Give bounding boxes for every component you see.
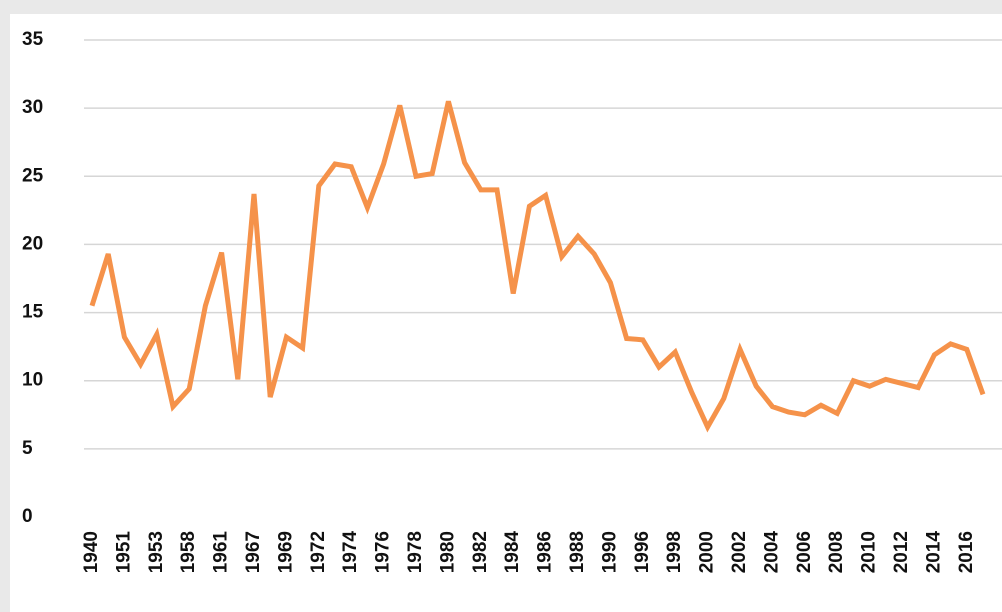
x-tick-label: 1980 [437, 531, 458, 573]
x-tick-label: 2006 [794, 531, 815, 573]
x-tick-label: 1958 [178, 531, 199, 573]
x-tick-label: 1998 [664, 531, 685, 573]
x-tick-label: 2012 [891, 531, 912, 573]
x-tick-label: 1982 [470, 531, 491, 573]
x-tick-label: 2004 [761, 531, 782, 574]
x-tick-label: 2002 [729, 531, 750, 573]
x-tick-label: 1976 [373, 531, 394, 573]
x-tick-label: 1990 [599, 531, 620, 573]
x-tick-label: 1969 [275, 531, 296, 573]
x-tick-label: 1974 [340, 531, 361, 574]
x-tick-label: 2008 [826, 531, 847, 573]
x-tick-label: 1951 [113, 531, 134, 574]
x-tick-label: 1978 [405, 531, 426, 573]
x-tick-label: 1996 [632, 531, 653, 573]
x-tick-label: 2000 [697, 531, 718, 573]
x-tick-label: 2014 [923, 531, 944, 574]
y-tick-label: 15 [22, 302, 44, 323]
y-tick-label: 5 [22, 438, 33, 459]
y-tick-label: 0 [22, 506, 33, 527]
x-tick-label: 1961 [211, 531, 232, 574]
data-line [89, 100, 986, 433]
x-tick-label: 1986 [535, 531, 556, 573]
x-tick-label: 1967 [243, 531, 264, 573]
y-tick-label: 20 [22, 233, 43, 254]
y-tick-label: 35 [22, 29, 44, 50]
x-tick-label: 2010 [859, 531, 880, 573]
x-tick-label: 2016 [956, 531, 977, 573]
y-tick-label: 25 [22, 165, 44, 186]
y-tick-label: 30 [22, 97, 43, 118]
x-tick-label: 1953 [146, 531, 167, 573]
x-tick-label: 1988 [567, 531, 588, 573]
x-tick-label: 1972 [308, 531, 329, 573]
x-tick-label: 1984 [502, 531, 523, 574]
x-tick-label: 1940 [81, 531, 102, 573]
y-tick-label: 10 [22, 370, 43, 391]
